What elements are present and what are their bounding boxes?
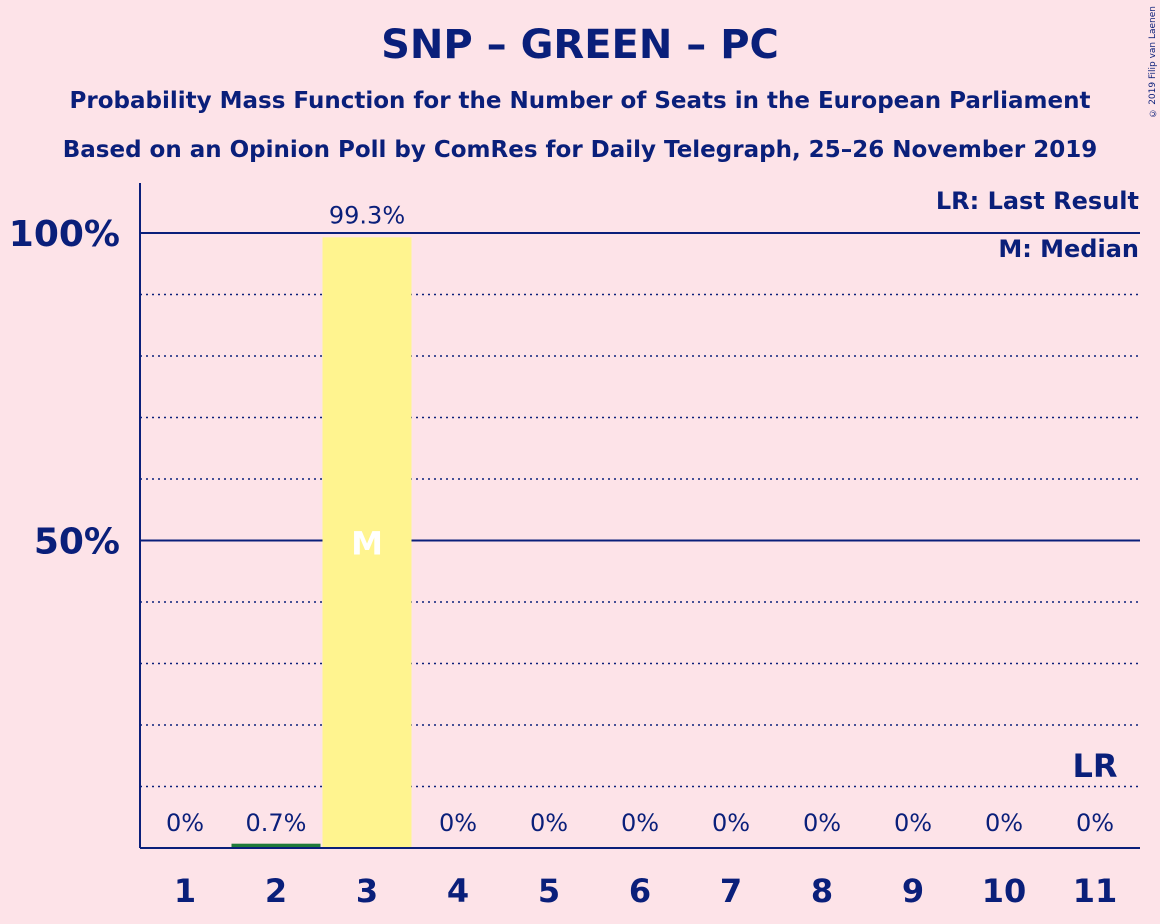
axes bbox=[139, 183, 1140, 849]
median-marker: M bbox=[351, 525, 383, 563]
x-tick-label: 7 bbox=[720, 872, 742, 910]
x-tick-label: 2 bbox=[265, 872, 287, 910]
value-label: 0% bbox=[530, 809, 568, 837]
value-label: 99.3% bbox=[329, 201, 405, 229]
value-label: 0% bbox=[166, 809, 204, 837]
bar bbox=[231, 843, 321, 848]
x-tick-label: 4 bbox=[447, 872, 469, 910]
value-label: 0% bbox=[985, 809, 1023, 837]
chart-title: SNP – GREEN – PC bbox=[381, 22, 779, 68]
x-tick-label: 1 bbox=[174, 872, 196, 910]
value-label: 0% bbox=[621, 809, 659, 837]
value-label: 0% bbox=[803, 809, 841, 837]
value-label: 0.7% bbox=[246, 809, 307, 837]
value-label: 0% bbox=[439, 809, 477, 837]
value-label: 0% bbox=[1076, 809, 1114, 837]
value-label: 0% bbox=[712, 809, 750, 837]
y-tick-label: 50% bbox=[34, 522, 120, 563]
legend-last-result: LR: Last Result bbox=[936, 187, 1139, 215]
x-tick-label: 5 bbox=[538, 872, 560, 910]
chart-subtitle-2: Based on an Opinion Poll by ComRes for D… bbox=[62, 137, 1098, 163]
last-result-marker: LR bbox=[1072, 747, 1117, 785]
bars bbox=[231, 237, 412, 848]
x-tick-label: 11 bbox=[1073, 872, 1118, 910]
value-label: 0% bbox=[894, 809, 932, 837]
legend-median: M: Median bbox=[998, 235, 1139, 263]
value-labels: 0% 1 0.7% 2 99.3% 3 M 0% 4 0% 5 0% 6 0% 7 0% 8 0% 9 0% 10 0% 1… bbox=[166, 201, 1118, 910]
x-tick-label: 6 bbox=[629, 872, 651, 910]
y-tick-label: 100% bbox=[9, 214, 120, 255]
x-tick-label: 10 bbox=[982, 872, 1027, 910]
x-tick-label: 3 bbox=[356, 872, 378, 910]
chart-subtitle-1: Probability Mass Function for the Number… bbox=[69, 88, 1091, 114]
bar bbox=[322, 237, 412, 848]
x-tick-label: 8 bbox=[811, 872, 833, 910]
grid-lines: 50% 100% bbox=[9, 214, 1140, 788]
x-tick-label: 9 bbox=[902, 872, 924, 910]
